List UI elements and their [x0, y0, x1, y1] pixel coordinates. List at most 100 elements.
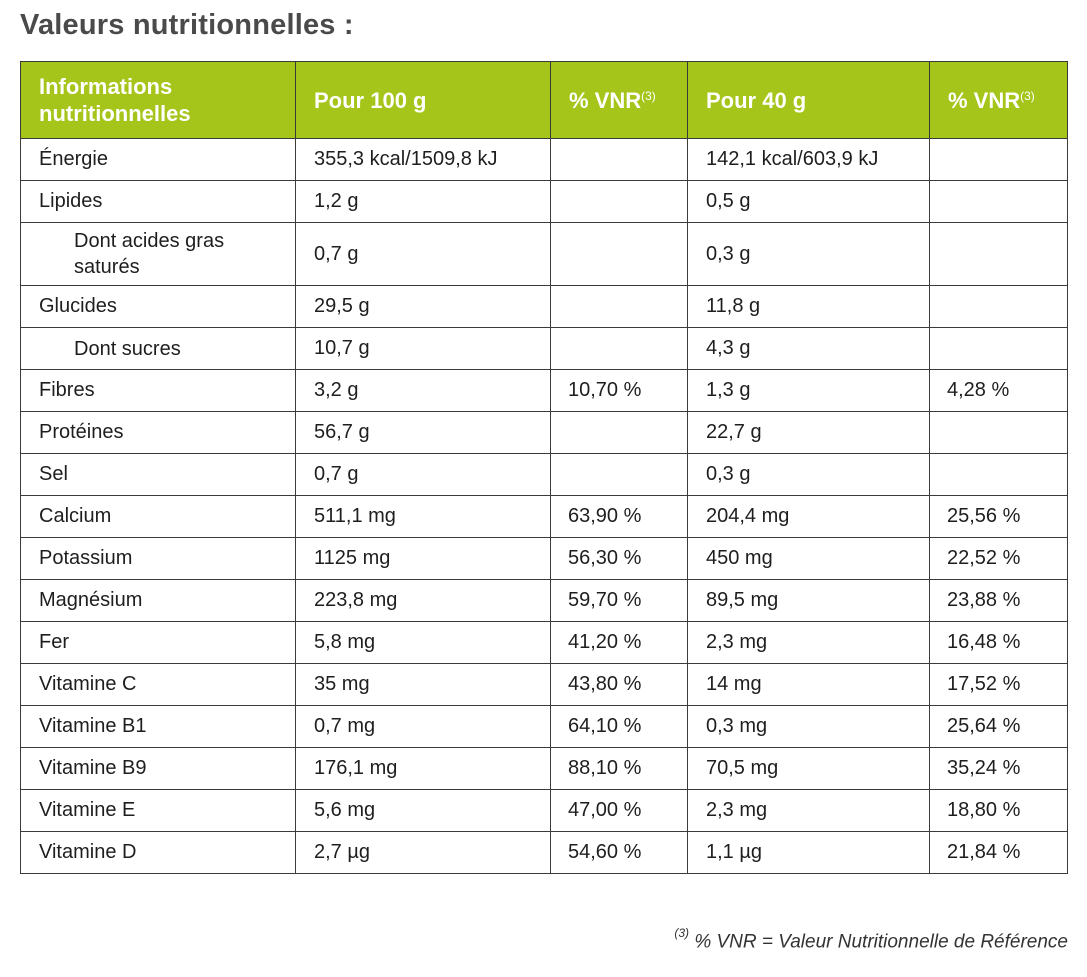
footnote: (3) % VNR = Valeur Nutritionnelle de Réf… [674, 926, 1068, 953]
table-row: Fer 5,8 mg 41,20 % 2,3 mg 16,48 % [20, 621, 1068, 664]
table-row: Magnésium 223,8 mg 59,70 % 89,5 mg 23,88 % [20, 579, 1068, 622]
cell-vnr-40g: 4,28 % [929, 369, 1068, 412]
table-row: Lipides 1,2 g 0,5 g [20, 180, 1068, 223]
cell-vnr-40g [929, 327, 1068, 370]
cell-per-40g: 89,5 mg [687, 579, 930, 622]
cell-vnr-100g [550, 327, 688, 370]
cell-vnr-100g: 56,30 % [550, 537, 688, 580]
cell-nutrient: Vitamine E [20, 789, 296, 832]
cell-per-40g: 4,3 g [687, 327, 930, 370]
cell-vnr-40g: 21,84 % [929, 831, 1068, 874]
cell-vnr-40g [929, 138, 1068, 181]
cell-per-100g: 1125 mg [295, 537, 551, 580]
cell-vnr-100g: 64,10 % [550, 705, 688, 748]
cell-vnr-100g [550, 180, 688, 223]
cell-per-40g: 0,3 mg [687, 705, 930, 748]
cell-per-100g: 1,2 g [295, 180, 551, 223]
cell-per-40g: 11,8 g [687, 285, 930, 328]
header-vnr-40g-note: (3) [1020, 88, 1035, 103]
table-body: Énergie 355,3 kcal/1509,8 kJ 142,1 kcal/60… [20, 138, 1068, 874]
cell-per-40g: 14 mg [687, 663, 930, 706]
cell-nutrient: Fer [20, 621, 296, 664]
cell-vnr-100g [550, 138, 688, 181]
header-vnr-100g-note: (3) [641, 88, 656, 103]
cell-per-40g: 204,4 mg [687, 495, 930, 538]
cell-per-40g: 22,7 g [687, 411, 930, 454]
cell-per-100g: 223,8 mg [295, 579, 551, 622]
cell-vnr-100g [550, 453, 688, 496]
cell-per-100g: 0,7 mg [295, 705, 551, 748]
cell-nutrient: Lipides [20, 180, 296, 223]
table-row: Vitamine B1 0,7 mg 64,10 % 0,3 mg 25,64 % [20, 705, 1068, 748]
cell-vnr-40g: 25,56 % [929, 495, 1068, 538]
header-per-40g: Pour 40 g [687, 61, 930, 139]
cell-vnr-40g: 23,88 % [929, 579, 1068, 622]
cell-per-40g: 142,1 kcal/603,9 kJ [687, 138, 930, 181]
cell-vnr-40g [929, 411, 1068, 454]
table-row: Glucides 29,5 g 11,8 g [20, 285, 1068, 328]
cell-nutrient: Magnésium [20, 579, 296, 622]
table-row: Calcium 511,1 mg 63,90 % 204,4 mg 25,56 % [20, 495, 1068, 538]
cell-per-100g: 2,7 µg [295, 831, 551, 874]
cell-per-40g: 1,1 µg [687, 831, 930, 874]
footnote-marker: (3) [674, 926, 690, 940]
cell-vnr-100g: 59,70 % [550, 579, 688, 622]
cell-vnr-100g [550, 222, 688, 286]
cell-per-40g: 0,3 g [687, 453, 930, 496]
table-header-row: Informations nutritionnelles Pour 100 g … [20, 61, 1068, 139]
cell-per-40g: 450 mg [687, 537, 930, 580]
cell-vnr-40g [929, 285, 1068, 328]
cell-nutrient: Calcium [20, 495, 296, 538]
cell-nutrient: Potassium [20, 537, 296, 580]
table-row: Vitamine D 2,7 µg 54,60 % 1,1 µg 21,84 % [20, 831, 1068, 874]
cell-nutrient: Protéines [20, 411, 296, 454]
table-row: Dont sucres 10,7 g 4,3 g [20, 327, 1068, 370]
cell-per-100g: 10,7 g [295, 327, 551, 370]
cell-vnr-100g: 41,20 % [550, 621, 688, 664]
table-row: Dont acides gras saturés 0,7 g 0,3 g [20, 222, 1068, 286]
cell-per-40g: 0,5 g [687, 180, 930, 223]
cell-vnr-100g [550, 285, 688, 328]
cell-per-100g: 355,3 kcal/1509,8 kJ [295, 138, 551, 181]
page-title: Valeurs nutritionnelles : [20, 9, 354, 41]
header-vnr-40g-label: % VNR [948, 87, 1021, 113]
cell-vnr-100g: 63,90 % [550, 495, 688, 538]
footnote-text: % VNR = Valeur Nutritionnelle de Référen… [694, 931, 1068, 953]
cell-vnr-40g [929, 180, 1068, 223]
header-per-100g: Pour 100 g [295, 61, 551, 139]
table-row: Énergie 355,3 kcal/1509,8 kJ 142,1 kcal/60… [20, 138, 1068, 181]
cell-vnr-40g: 35,24 % [929, 747, 1068, 790]
cell-nutrient: Fibres [20, 369, 296, 412]
cell-nutrient: Sel [20, 453, 296, 496]
cell-per-100g: 0,7 g [295, 222, 551, 286]
cell-per-100g: 35 mg [295, 663, 551, 706]
table-row: Vitamine C 35 mg 43,80 % 14 mg 17,52 % [20, 663, 1068, 706]
cell-nutrient: Glucides [20, 285, 296, 328]
cell-per-40g: 1,3 g [687, 369, 930, 412]
nutrition-table: Informations nutritionnelles Pour 100 g … [20, 61, 1068, 874]
cell-vnr-100g: 47,00 % [550, 789, 688, 832]
table-row: Protéines 56,7 g 22,7 g [20, 411, 1068, 454]
cell-vnr-100g [550, 411, 688, 454]
header-vnr-40g: % VNR(3) [929, 61, 1068, 139]
cell-nutrient: Dont acides gras saturés [20, 222, 296, 286]
cell-nutrient: Vitamine B9 [20, 747, 296, 790]
cell-vnr-40g: 25,64 % [929, 705, 1068, 748]
cell-per-100g: 5,8 mg [295, 621, 551, 664]
cell-per-40g: 2,3 mg [687, 789, 930, 832]
cell-vnr-100g: 54,60 % [550, 831, 688, 874]
cell-vnr-40g: 17,52 % [929, 663, 1068, 706]
cell-per-40g: 70,5 mg [687, 747, 930, 790]
cell-vnr-100g: 43,80 % [550, 663, 688, 706]
cell-vnr-40g: 18,80 % [929, 789, 1068, 832]
cell-per-100g: 56,7 g [295, 411, 551, 454]
cell-per-100g: 0,7 g [295, 453, 551, 496]
cell-per-100g: 511,1 mg [295, 495, 551, 538]
cell-vnr-100g: 88,10 % [550, 747, 688, 790]
cell-vnr-40g [929, 453, 1068, 496]
cell-vnr-40g: 22,52 % [929, 537, 1068, 580]
cell-vnr-40g [929, 222, 1068, 286]
header-info: Informations nutritionnelles [20, 61, 296, 139]
cell-per-100g: 29,5 g [295, 285, 551, 328]
cell-per-100g: 5,6 mg [295, 789, 551, 832]
